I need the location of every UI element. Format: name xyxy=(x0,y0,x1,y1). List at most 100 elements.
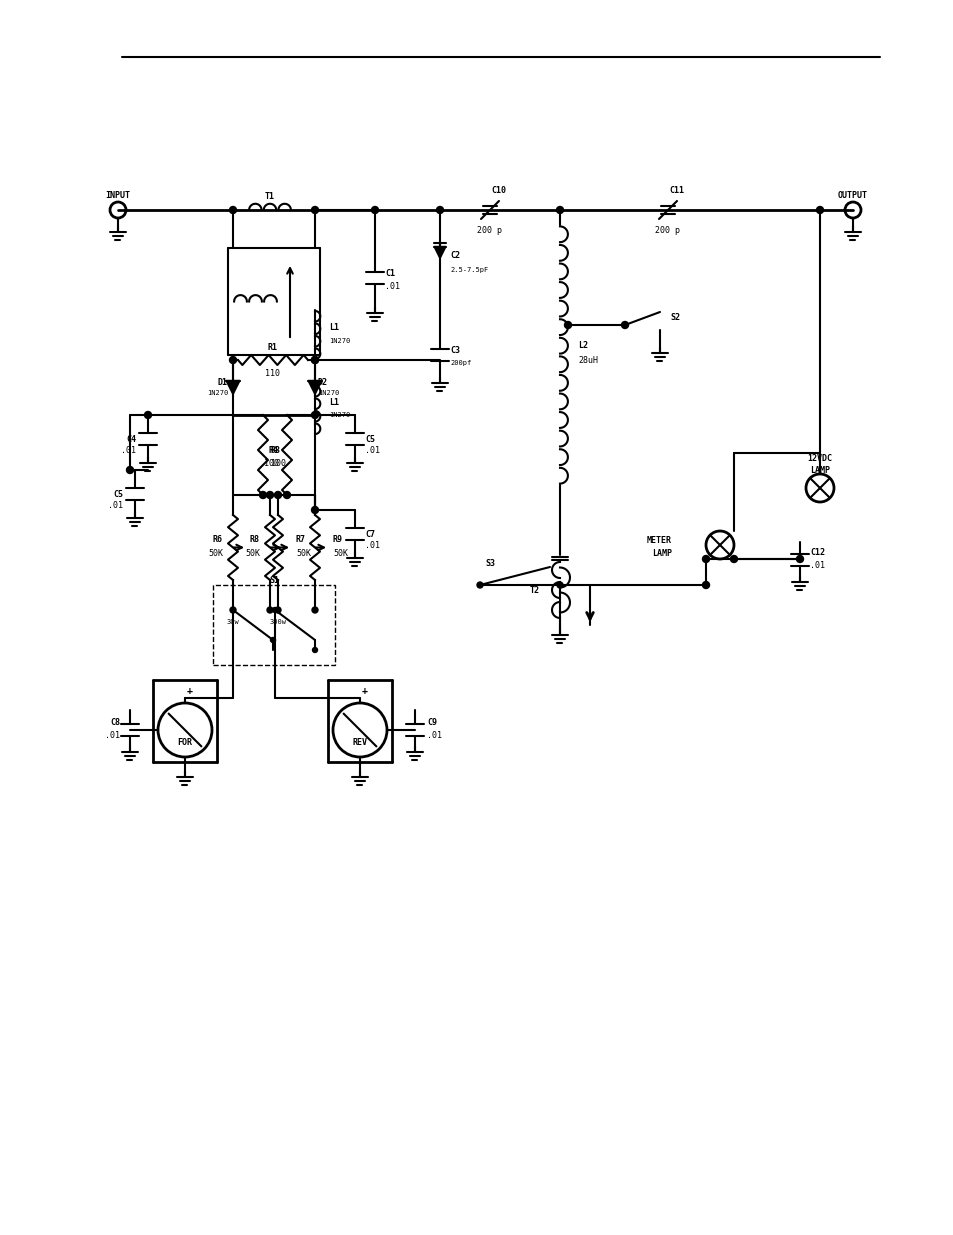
Circle shape xyxy=(557,582,562,588)
Text: C12: C12 xyxy=(809,547,824,557)
Circle shape xyxy=(556,206,563,214)
Text: T2: T2 xyxy=(530,585,539,594)
Circle shape xyxy=(274,492,281,499)
Text: R8: R8 xyxy=(250,535,260,543)
Circle shape xyxy=(127,467,133,473)
Text: 200 p: 200 p xyxy=(655,226,679,235)
Circle shape xyxy=(476,582,482,588)
Text: C8: C8 xyxy=(110,718,120,726)
Circle shape xyxy=(312,411,318,419)
Circle shape xyxy=(230,206,236,214)
Text: LAMP: LAMP xyxy=(651,548,671,557)
Text: .01: .01 xyxy=(365,446,379,454)
Polygon shape xyxy=(308,380,322,394)
Text: T1: T1 xyxy=(265,191,274,200)
Circle shape xyxy=(701,556,709,562)
Text: C5: C5 xyxy=(365,435,375,443)
Text: REV: REV xyxy=(352,737,367,746)
Text: 1N270: 1N270 xyxy=(329,412,350,417)
Text: S2: S2 xyxy=(669,312,679,321)
Text: D2: D2 xyxy=(317,378,328,387)
Circle shape xyxy=(313,647,317,652)
Text: 50K: 50K xyxy=(333,550,348,558)
Text: 50K: 50K xyxy=(208,550,223,558)
Text: R7: R7 xyxy=(295,535,306,543)
Circle shape xyxy=(816,206,822,214)
Text: 12VDC: 12VDC xyxy=(806,453,832,462)
Text: 110: 110 xyxy=(265,368,280,378)
Text: R4: R4 xyxy=(269,446,278,454)
Circle shape xyxy=(312,357,318,363)
Text: R9: R9 xyxy=(333,535,343,543)
Text: 300w: 300w xyxy=(269,619,286,625)
Text: 100: 100 xyxy=(264,458,278,468)
Circle shape xyxy=(271,637,275,642)
Circle shape xyxy=(312,206,318,214)
Text: +: + xyxy=(362,685,368,697)
Text: C10: C10 xyxy=(491,185,505,194)
Text: R1: R1 xyxy=(268,342,277,352)
Text: .01: .01 xyxy=(385,282,399,290)
Text: C4: C4 xyxy=(126,435,136,443)
Text: C9: C9 xyxy=(427,718,436,726)
Text: INPUT: INPUT xyxy=(106,190,131,200)
Text: C2: C2 xyxy=(450,251,459,259)
Circle shape xyxy=(564,321,571,329)
Text: S1: S1 xyxy=(269,576,278,584)
Text: 50K: 50K xyxy=(245,550,260,558)
Text: L1: L1 xyxy=(329,322,338,331)
Circle shape xyxy=(230,357,236,363)
Text: 1N270: 1N270 xyxy=(329,338,350,345)
Text: +: + xyxy=(187,685,193,697)
Circle shape xyxy=(371,206,378,214)
Text: 28uH: 28uH xyxy=(578,356,598,364)
Text: 30w: 30w xyxy=(227,619,239,625)
Text: .01: .01 xyxy=(121,446,136,454)
Text: LAMP: LAMP xyxy=(809,466,829,474)
Text: R6: R6 xyxy=(213,535,223,543)
Circle shape xyxy=(273,608,277,613)
Polygon shape xyxy=(434,247,446,258)
Text: D1: D1 xyxy=(218,378,228,387)
Circle shape xyxy=(620,321,628,329)
Text: .01: .01 xyxy=(427,730,441,740)
Text: .01: .01 xyxy=(809,561,824,569)
Text: 50K: 50K xyxy=(295,550,311,558)
Text: .01: .01 xyxy=(105,730,120,740)
Circle shape xyxy=(283,492,291,499)
Text: 200 p: 200 p xyxy=(477,226,502,235)
Circle shape xyxy=(144,411,152,419)
Polygon shape xyxy=(226,380,240,394)
Text: C3: C3 xyxy=(450,346,459,354)
Text: C11: C11 xyxy=(668,185,683,194)
Text: 2.5-7.5pF: 2.5-7.5pF xyxy=(450,267,488,273)
Text: C5: C5 xyxy=(112,489,123,499)
Text: 100: 100 xyxy=(271,458,286,468)
Circle shape xyxy=(267,606,273,613)
Circle shape xyxy=(701,582,709,589)
Text: .01: .01 xyxy=(365,541,379,550)
Text: R3: R3 xyxy=(271,446,281,454)
Circle shape xyxy=(436,206,443,214)
Circle shape xyxy=(259,492,266,499)
Text: 1N270: 1N270 xyxy=(207,390,228,396)
Text: L1: L1 xyxy=(329,398,338,406)
Circle shape xyxy=(274,606,281,613)
Text: METER: METER xyxy=(646,536,671,545)
Text: C1: C1 xyxy=(385,268,395,278)
Circle shape xyxy=(230,606,235,613)
Text: L2: L2 xyxy=(578,341,587,350)
Text: .01: .01 xyxy=(108,500,123,510)
Text: FOR: FOR xyxy=(177,737,193,746)
Circle shape xyxy=(312,606,317,613)
Circle shape xyxy=(312,357,318,363)
Text: S3: S3 xyxy=(484,558,495,568)
Circle shape xyxy=(266,492,274,499)
Text: C7: C7 xyxy=(365,530,375,538)
Text: OUTPUT: OUTPUT xyxy=(837,190,867,200)
Bar xyxy=(213,585,335,664)
Circle shape xyxy=(730,556,737,562)
Text: 200pf: 200pf xyxy=(450,359,471,366)
Text: 1N270: 1N270 xyxy=(317,390,339,396)
Circle shape xyxy=(796,556,802,562)
